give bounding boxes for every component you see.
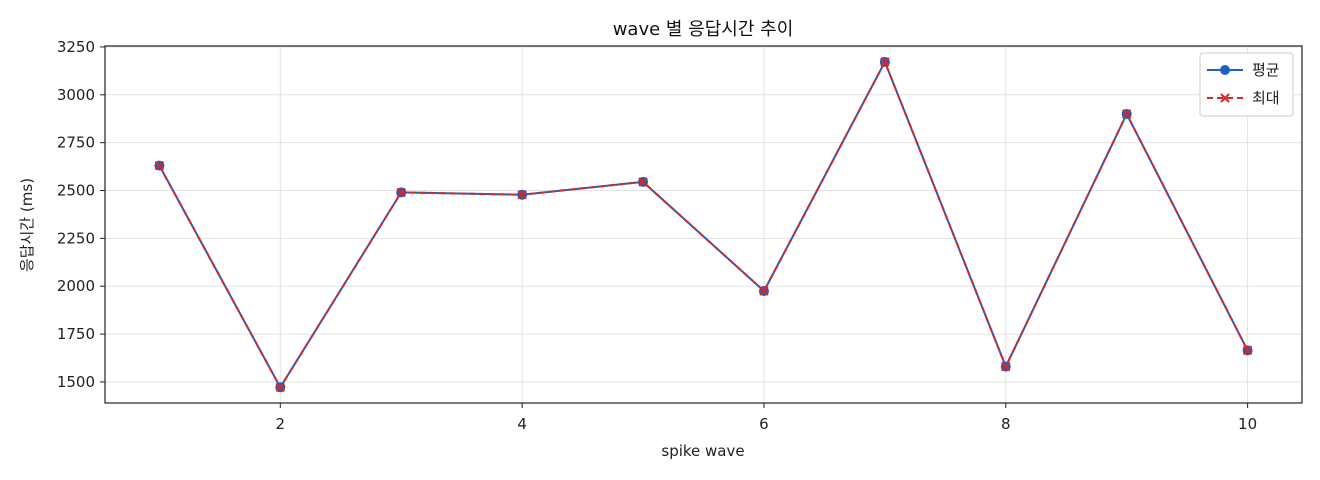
x-tick-label: 2 — [276, 415, 286, 433]
data-point — [1121, 109, 1132, 119]
y-tick-label: 2500 — [57, 182, 95, 200]
grid-lines — [105, 46, 1302, 403]
y-tick-label: 1500 — [57, 373, 95, 391]
legend-label: 평균 — [1252, 61, 1280, 79]
x-axis-title: spike wave — [661, 442, 744, 460]
y-axis-title: 응답시간 (ms) — [18, 178, 36, 272]
legend-marker — [1220, 65, 1230, 75]
y-axis: 1500 1750 2000 2250 2500 2750 3000 3250 — [57, 38, 105, 391]
legend-label: 최대 — [1252, 89, 1280, 107]
y-tick-label: 3250 — [57, 38, 95, 56]
chart-title: wave 별 응답시간 추이 — [613, 19, 794, 40]
data-point — [154, 160, 165, 171]
series-line — [158, 60, 1249, 389]
y-tick-label: 2750 — [57, 134, 95, 152]
data-point — [638, 177, 648, 187]
x-tick-label: 6 — [759, 415, 769, 433]
y-tick-label: 2250 — [57, 229, 95, 247]
x-axis: 2 4 6 8 10 — [276, 403, 1257, 433]
data-point — [275, 382, 286, 393]
series-line — [158, 60, 1249, 389]
data-point — [1001, 361, 1011, 372]
plot-frame — [104, 45, 1303, 404]
data-point — [759, 286, 769, 296]
series-평균 — [154, 56, 1253, 393]
y-tick-label: 1750 — [57, 325, 95, 343]
x-tick-label: 10 — [1238, 415, 1257, 433]
y-tick-label: 2000 — [57, 277, 95, 295]
series-최대 — [154, 57, 1253, 393]
data-point — [396, 187, 406, 198]
legend-item: 최대 — [1207, 89, 1280, 107]
series-layer — [154, 56, 1253, 393]
legend-item: 평균 — [1207, 61, 1280, 79]
x-tick-label: 4 — [517, 415, 527, 433]
y-tick-label: 3000 — [57, 86, 95, 104]
legend-marker — [1220, 93, 1230, 103]
data-point — [1242, 345, 1253, 356]
x-tick-label: 8 — [1001, 415, 1011, 433]
data-point — [517, 190, 527, 200]
data-point — [880, 57, 890, 67]
